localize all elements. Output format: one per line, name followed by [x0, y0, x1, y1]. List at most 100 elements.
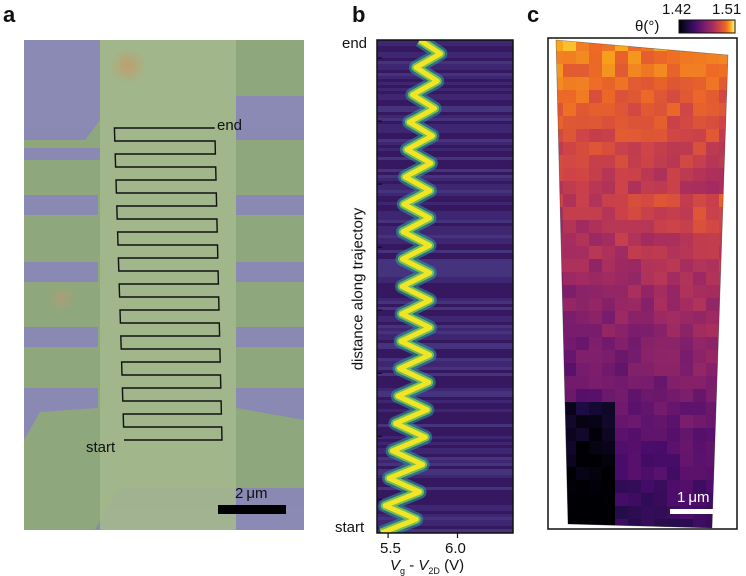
- angle-map-cell: [680, 64, 693, 77]
- heatmap-row: [377, 160, 513, 163]
- angle-map-cell: [602, 363, 615, 376]
- angle-map-cell: [667, 90, 680, 103]
- heatmap-row: [377, 121, 513, 124]
- panel-c-label: c: [527, 2, 540, 27]
- angle-map-cell: [641, 467, 654, 480]
- angle-map-cell: [615, 493, 628, 506]
- heatmap-row: [377, 202, 513, 205]
- angle-map-cell: [693, 194, 706, 207]
- angle-map-cell: [654, 298, 667, 311]
- angle-map-cell: [654, 77, 667, 90]
- angle-map-cell: [602, 207, 615, 220]
- angle-map-cell: [576, 142, 589, 155]
- angle-map-cell: [589, 246, 602, 259]
- angle-map-cell: [667, 350, 680, 363]
- heatmap-row: [377, 250, 513, 253]
- angle-map-cell: [680, 493, 693, 506]
- angle-map-cell: [706, 337, 719, 350]
- angle-map-cell: [615, 77, 628, 90]
- angle-map-cell: [641, 493, 654, 506]
- heatmap-row: [377, 481, 513, 484]
- angle-map-cell: [563, 142, 576, 155]
- angle-map-cell: [602, 129, 615, 142]
- angle-map-cell: [693, 129, 706, 142]
- angle-map-cell: [615, 116, 628, 129]
- heatmap-row: [377, 316, 513, 319]
- heatmap-row: [377, 436, 513, 439]
- angle-map-cell: [693, 207, 706, 220]
- angle-map-cell: [667, 142, 680, 155]
- angle-map-cell: [589, 493, 602, 506]
- angle-map-cell: [628, 402, 641, 415]
- angle-map-cell: [641, 285, 654, 298]
- angle-map-cell: [589, 402, 602, 415]
- angle-map-cell: [615, 337, 628, 350]
- angle-map-cell: [654, 311, 667, 324]
- angle-map-cell: [667, 51, 680, 64]
- angle-map-cell: [615, 220, 628, 233]
- angle-map-cell: [693, 51, 706, 64]
- angle-map-cell: [667, 181, 680, 194]
- angle-map-cell: [680, 350, 693, 363]
- angle-map-cell: [654, 493, 667, 506]
- angle-map-cell: [589, 350, 602, 363]
- angle-map-cell: [667, 337, 680, 350]
- heatmap-row: [377, 376, 513, 379]
- heatmap-row: [377, 217, 513, 220]
- heatmap-row: [377, 520, 513, 523]
- heatmap-row: [377, 337, 513, 340]
- angle-map-cell: [706, 142, 719, 155]
- angle-map-cell: [693, 441, 706, 454]
- heatmap-row: [377, 373, 513, 376]
- angle-map-cell: [693, 324, 706, 337]
- angle-map-cell: [680, 77, 693, 90]
- angle-map-cell: [602, 272, 615, 285]
- angle-map-cell: [576, 350, 589, 363]
- heatmap-row: [377, 100, 513, 103]
- heatmap-row: [377, 301, 513, 304]
- angle-map-cell: [576, 480, 589, 493]
- angle-map-cell: [576, 168, 589, 181]
- angle-map-cell: [615, 324, 628, 337]
- angle-map-cell: [641, 454, 654, 467]
- angle-map-cell: [693, 181, 706, 194]
- heatmap-row: [377, 271, 513, 274]
- heatmap-row: [377, 139, 513, 142]
- heatmap-row: [377, 286, 513, 289]
- heatmap-row: [377, 403, 513, 406]
- heatmap-row: [377, 172, 513, 175]
- angle-map-cell: [615, 363, 628, 376]
- heatmap-row: [377, 70, 513, 73]
- heatmap-row: [377, 367, 513, 370]
- angle-map-cell: [628, 116, 641, 129]
- angle-map-cell: [641, 480, 654, 493]
- angle-map-cell: [615, 298, 628, 311]
- angle-map-cell: [602, 324, 615, 337]
- angle-map-cell: [576, 506, 589, 519]
- angle-map-cell: [628, 181, 641, 194]
- heatmap-row: [377, 466, 513, 469]
- angle-map-cell: [563, 129, 576, 142]
- angle-map-cell: [641, 506, 654, 519]
- angle-map-cell: [602, 116, 615, 129]
- angle-map-cell: [719, 142, 728, 155]
- angle-map-cell: [589, 285, 602, 298]
- angle-map-cell: [589, 142, 602, 155]
- angle-map-cell: [706, 51, 719, 64]
- angle-map-cell: [680, 454, 693, 467]
- heatmap-row: [377, 457, 513, 460]
- angle-map-cell: [602, 155, 615, 168]
- angle-map-cell: [667, 129, 680, 142]
- angle-map-cell: [589, 40, 602, 51]
- angle-map-cell: [615, 467, 628, 480]
- angle-map-cell: [719, 51, 728, 64]
- angle-map-cell: [654, 64, 667, 77]
- angle-map-cell: [654, 337, 667, 350]
- heatmap-row: [377, 205, 513, 208]
- angle-map-cell: [563, 285, 576, 298]
- scalebar-c-label: 1 μm: [677, 489, 709, 506]
- heatmap-row: [377, 409, 513, 412]
- heatmap-row: [377, 124, 513, 127]
- angle-map-cell: [556, 77, 563, 90]
